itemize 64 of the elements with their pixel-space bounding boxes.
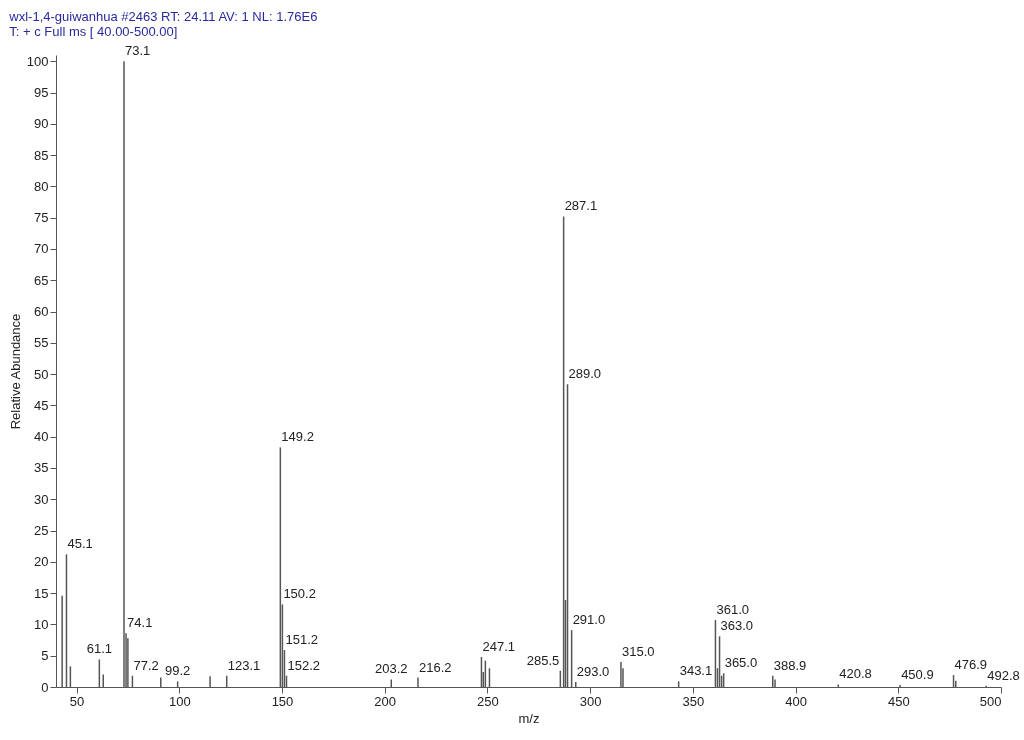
- x-tick-label: 50: [69, 693, 85, 709]
- annotation: 150.2: [283, 586, 316, 602]
- x-tick-label: 100: [168, 693, 191, 709]
- y-tick-label: 10: [34, 616, 49, 632]
- annotation: 73.1: [125, 43, 151, 59]
- y-tick-label: 30: [34, 491, 49, 507]
- y-tick-label: 55: [34, 335, 49, 351]
- x-tick-label: 150: [271, 693, 294, 709]
- x-axis-title: m/z: [518, 710, 540, 726]
- annotation: 77.2: [133, 657, 159, 673]
- y-tick-label: 65: [34, 272, 49, 288]
- annotation: 61.1: [86, 641, 112, 657]
- annotation: 343.1: [679, 663, 713, 679]
- annotation: 285.5: [526, 652, 560, 668]
- annotation: 151.2: [285, 632, 318, 648]
- y-tick-label: 25: [34, 523, 49, 539]
- annotation: 99.2: [164, 663, 191, 679]
- y-tick-label: 90: [34, 116, 49, 132]
- chart-title: wxl-1,4-guiwanhua #2463 RT: 24.11 AV: 1 NL: 1.76E6: [8, 9, 318, 25]
- y-tick-label: 70: [34, 241, 49, 257]
- annotation: 361.0: [716, 602, 749, 618]
- annotation: 315.0: [621, 643, 655, 659]
- annotation: 363.0: [720, 618, 754, 634]
- x-tick-label: 200: [374, 693, 397, 709]
- annotation: 152.2: [287, 657, 321, 673]
- y-tick-label: 60: [34, 304, 49, 320]
- x-tick-label: 300: [579, 693, 602, 709]
- x-tick-label: 400: [785, 693, 807, 709]
- annotation: 287.1: [564, 198, 598, 214]
- annotation: 74.1: [127, 615, 153, 631]
- annotation: 247.1: [482, 638, 515, 654]
- y-tick-label: 95: [34, 85, 49, 101]
- annotation: 203.2: [375, 661, 408, 677]
- x-tick-label: 250: [477, 693, 499, 709]
- annotation: 291.0: [572, 612, 606, 628]
- y-tick-label: 80: [34, 178, 49, 194]
- y-tick-label: 0: [41, 679, 49, 695]
- annotation: 123.1: [227, 657, 261, 673]
- annotation: 420.8: [839, 666, 872, 682]
- y-tick-label: 50: [34, 366, 49, 382]
- annotation: 388.9: [773, 657, 807, 673]
- x-tick-label: 500: [979, 693, 1002, 709]
- annotation: 216.2: [418, 659, 452, 675]
- annotation: 476.9: [954, 657, 988, 673]
- x-tick-label: 350: [682, 693, 705, 709]
- y-tick-label: 75: [34, 210, 49, 226]
- annotation: 149.2: [281, 429, 314, 445]
- annotation: 450.9: [901, 667, 934, 683]
- chart-subtitle: T: + c Full ms [ 40.00-500.00]: [9, 24, 178, 40]
- x-tick-label: 450: [887, 693, 910, 709]
- annotation: 293.0: [576, 663, 610, 679]
- y-tick-label: 35: [34, 460, 49, 476]
- annotation: 365.0: [724, 655, 758, 671]
- annotation: 289.0: [568, 366, 602, 382]
- y-tick-label: 45: [34, 397, 49, 413]
- y-axis-title: Relative Abundance: [7, 313, 23, 430]
- y-tick-label: 100: [26, 53, 49, 69]
- y-tick-label: 20: [34, 554, 49, 570]
- y-tick-label: 15: [34, 585, 49, 601]
- annotation: 45.1: [67, 536, 93, 552]
- y-tick-label: 40: [34, 429, 49, 445]
- y-tick-label: 85: [34, 147, 49, 163]
- y-tick-label: 5: [41, 648, 49, 664]
- annotation: 492.8: [987, 667, 1020, 683]
